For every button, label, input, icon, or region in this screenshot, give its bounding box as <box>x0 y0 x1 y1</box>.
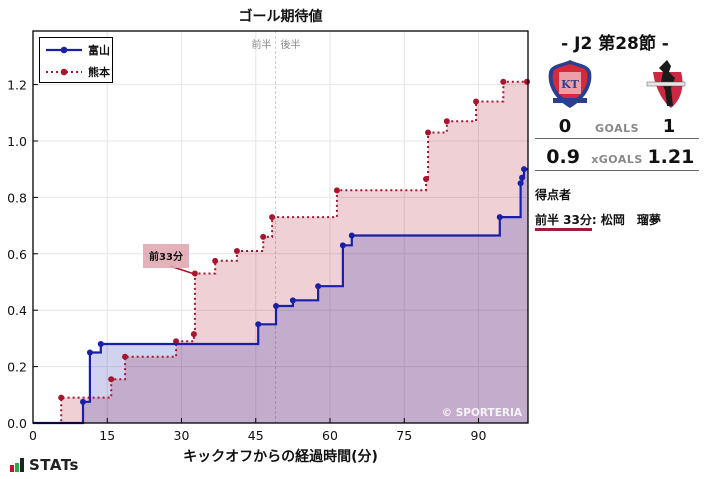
data-point <box>273 302 280 309</box>
second-half-label: 後半 <box>281 38 301 51</box>
kumamoto-crest-icon <box>641 58 691 110</box>
chart-title: ゴール期待値 <box>238 9 323 25</box>
legend-label: 富山 <box>88 44 110 57</box>
data-point <box>348 232 355 239</box>
data-point <box>423 176 430 183</box>
data-point <box>443 118 450 125</box>
plot-area <box>33 31 528 423</box>
halftime-line: 前半 後半 <box>252 31 301 423</box>
data-point <box>500 78 507 85</box>
data-point <box>173 338 180 345</box>
data-point <box>315 283 322 290</box>
data-point <box>333 187 340 194</box>
stats-logo-text: STATs <box>29 456 79 474</box>
chart-legend: 富山 熊本 <box>39 37 113 83</box>
y-tick-label: 0.2 <box>7 360 27 375</box>
x-tick-label: 30 <box>174 428 190 443</box>
data-point <box>496 214 503 221</box>
data-point <box>289 297 296 304</box>
data-point <box>212 257 219 264</box>
goals-row: 0 GOALS 1 <box>535 116 699 139</box>
legend-item-toyama: 富山 <box>44 41 110 59</box>
y-tick-label: 0.8 <box>7 190 27 205</box>
data-point <box>425 129 432 136</box>
legend-item-kumamoto: 熊本 <box>44 63 110 81</box>
scorer-item: 前半 33分: 松岡 瑠夢 <box>535 211 661 231</box>
xgoals-row: 0.9 xGOALS 1.21 <box>535 146 699 171</box>
xgoals-label: xGOALS <box>591 153 643 166</box>
bar-chart-icon <box>10 458 24 472</box>
matchday-title: - J2 第28節 - <box>561 34 669 54</box>
chart-grid <box>32 31 528 424</box>
chart-fills <box>33 81 528 424</box>
data-point <box>191 270 198 277</box>
data-point <box>519 174 526 181</box>
y-tick-label: 0.6 <box>7 247 27 262</box>
y-tick-label: 0.4 <box>7 303 27 318</box>
data-point <box>58 394 65 401</box>
svg-text:KT: KT <box>561 78 580 91</box>
plot-frame <box>32 30 529 424</box>
scorer-time: 前半 33分 <box>535 213 592 231</box>
x-tick-label: 0 <box>29 428 37 443</box>
x-tick-label: 75 <box>396 428 412 443</box>
chart-axes: 0 15 30 45 60 75 90 0.0 0.2 0.4 0.6 0.8 1.0 1.2 <box>7 30 529 443</box>
goal-annotation: 前33分 <box>143 244 194 275</box>
data-point <box>255 321 262 328</box>
y-tick-label: 1.0 <box>7 134 27 149</box>
away-xg: 1.21 <box>647 146 695 168</box>
x-tick-label: 90 <box>471 428 487 443</box>
x-axis-label: キックオフからの経過時間(分) <box>183 449 378 465</box>
data-point <box>339 242 346 249</box>
annotation-label: 前33分 <box>149 250 183 263</box>
data-point <box>269 214 276 221</box>
legend-label: 熊本 <box>88 66 110 79</box>
first-half-label: 前半 <box>252 38 272 51</box>
watermark: © SPORTERIA <box>442 407 523 419</box>
area-toyama <box>33 169 528 423</box>
home-xg: 0.9 <box>546 146 580 168</box>
data-point <box>190 331 197 338</box>
scorer-separator: : <box>591 213 601 227</box>
y-tick-label: 1.2 <box>7 78 27 93</box>
data-point <box>122 353 129 360</box>
stats-logo: STATs <box>10 456 79 474</box>
line-kumamoto <box>33 80 528 424</box>
data-point <box>108 376 115 383</box>
x-tick-label: 45 <box>248 428 264 443</box>
data-point <box>86 349 93 356</box>
y-tick-label: 0.0 <box>7 416 27 431</box>
x-tick-label: 15 <box>99 428 115 443</box>
data-point <box>97 341 104 348</box>
chart-lines <box>33 78 531 425</box>
dotted-line-marker-icon <box>46 68 82 76</box>
annotation-box <box>143 244 189 268</box>
away-goals: 1 <box>662 116 676 137</box>
toyama-crest-icon: KT <box>545 58 595 110</box>
solid-line-marker-icon <box>46 46 82 54</box>
scorer-name: 松岡 瑠夢 <box>600 213 661 227</box>
data-point <box>260 233 267 240</box>
data-point <box>517 180 524 187</box>
data-point <box>521 166 528 173</box>
goals-label: GOALS <box>594 122 640 135</box>
scorers-title: 得点者 <box>535 188 572 202</box>
data-point <box>524 78 531 85</box>
data-point <box>79 398 86 405</box>
data-point <box>473 98 480 105</box>
home-goals: 0 <box>558 116 572 137</box>
x-tick-label: 60 <box>322 428 338 443</box>
area-kumamoto <box>33 81 528 424</box>
data-point <box>233 247 240 254</box>
